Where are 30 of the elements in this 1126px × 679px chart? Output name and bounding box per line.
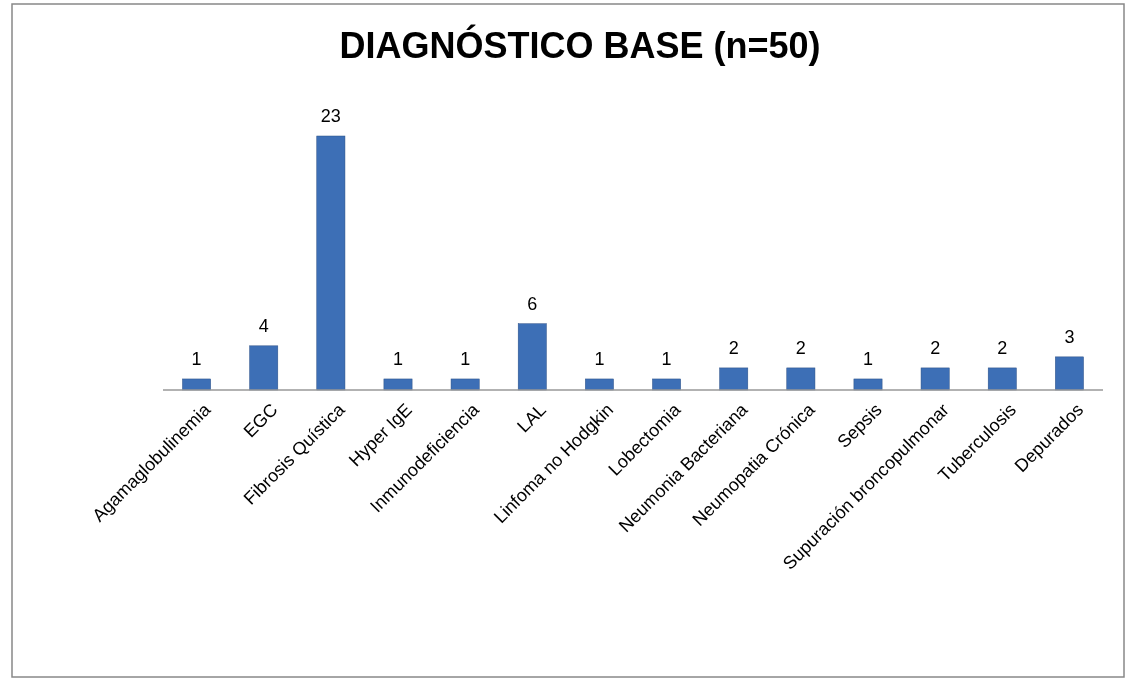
data-label: 1 — [191, 348, 202, 369]
bar — [1055, 356, 1084, 391]
bar — [786, 367, 816, 391]
bar — [920, 367, 950, 391]
bar — [719, 367, 749, 391]
data-label: 1 — [594, 348, 605, 369]
data-label: 2 — [930, 337, 941, 358]
bar — [987, 367, 1017, 391]
data-label: 1 — [661, 348, 672, 369]
x-tick-label: LAL — [513, 399, 551, 437]
data-label: 4 — [258, 315, 269, 336]
chart-title: DIAGNÓSTICO BASE (n=50) — [339, 24, 821, 66]
data-label: 2 — [795, 337, 806, 358]
bar — [853, 378, 883, 391]
bar — [383, 378, 413, 391]
bar — [652, 378, 681, 391]
bar — [450, 378, 480, 391]
data-label: 1 — [862, 348, 874, 369]
data-label: 6 — [527, 293, 538, 314]
bar — [182, 378, 211, 391]
data-label: 1 — [392, 348, 404, 369]
data-label: 3 — [1064, 326, 1075, 347]
bar — [249, 345, 279, 391]
data-label: 2 — [728, 337, 739, 358]
bar — [585, 378, 614, 391]
data-label: 2 — [997, 337, 1008, 358]
data-label: 1 — [460, 348, 471, 369]
bar — [316, 135, 346, 391]
data-label: 23 — [320, 106, 341, 126]
bar — [517, 323, 547, 391]
